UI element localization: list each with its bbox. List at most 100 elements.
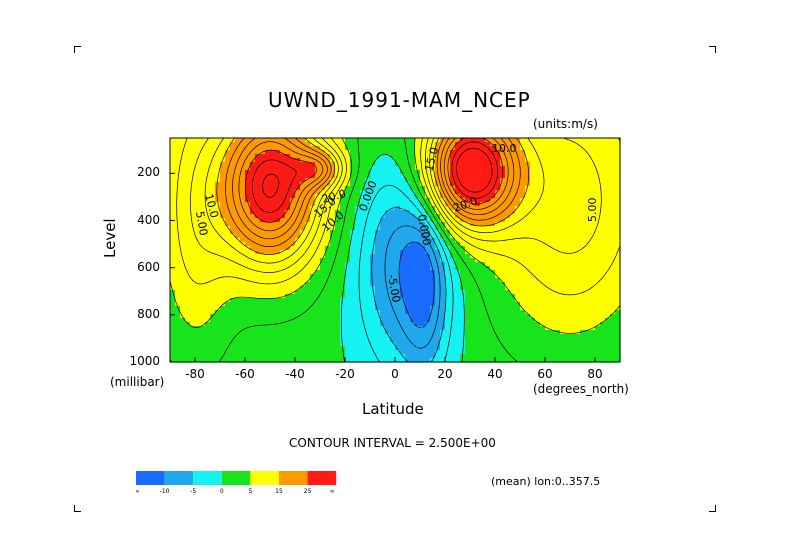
contour-cell <box>275 286 281 291</box>
contour-cell <box>560 258 566 263</box>
contour-cell <box>590 158 596 163</box>
contour-cell <box>565 202 571 207</box>
contour-cell <box>505 238 511 243</box>
contour-cell <box>335 322 341 327</box>
contour-cell <box>580 186 586 191</box>
contour-cell <box>605 214 611 219</box>
contour-cell <box>240 182 246 187</box>
contour-cell <box>270 354 276 359</box>
contour-cell <box>190 346 196 351</box>
contour-cell <box>355 198 361 203</box>
contour-cell <box>225 202 231 207</box>
contour-cell <box>295 278 301 283</box>
contour-cell <box>235 306 241 311</box>
contour-cell <box>310 350 316 355</box>
contour-cell <box>370 174 376 179</box>
contour-cell <box>465 226 471 231</box>
contour-cell <box>260 266 266 271</box>
contour-cell <box>320 290 326 295</box>
contour-cell <box>515 150 521 155</box>
contour-cell <box>430 286 436 291</box>
footnote: (mean) lon:0..357.5 <box>491 475 601 488</box>
contour-cell <box>385 334 391 339</box>
contour-cell <box>505 198 511 203</box>
contour-cell <box>320 266 326 271</box>
contour-cell <box>515 226 521 231</box>
contour-cell <box>520 342 526 347</box>
contour-cell <box>395 162 401 167</box>
contour-cell <box>535 310 541 315</box>
contour-cell <box>470 334 476 339</box>
contour-cell <box>610 234 616 239</box>
contour-cell <box>350 282 356 287</box>
contour-cell <box>240 282 246 287</box>
contour-cell <box>610 166 616 171</box>
contour-cell <box>470 186 476 191</box>
contour-cell <box>275 302 281 307</box>
contour-cell <box>305 194 311 199</box>
contour-cell <box>190 282 196 287</box>
contour-cell <box>575 226 581 231</box>
contour-cell <box>485 290 491 295</box>
contour-cell <box>245 166 251 171</box>
contour-cell <box>495 190 501 195</box>
contour-cell <box>315 286 321 291</box>
contour-cell <box>560 178 566 183</box>
contour-cell <box>325 322 331 327</box>
contour-cell <box>565 206 571 211</box>
contour-cell <box>185 274 191 279</box>
contour-cell <box>240 178 246 183</box>
contour-cell <box>295 162 301 167</box>
contour-cell <box>245 190 251 195</box>
contour-cell <box>590 214 596 219</box>
contour-cell <box>355 234 361 239</box>
contour-cell <box>220 306 226 311</box>
contour-cell <box>475 162 481 167</box>
contour-cell <box>195 142 201 147</box>
contour-cell <box>385 330 391 335</box>
contour-cell <box>275 270 281 275</box>
contour-cell <box>325 314 331 319</box>
contour-cell <box>545 358 551 363</box>
contour-cell <box>605 290 611 295</box>
contour-cell <box>590 358 596 363</box>
contour-cell <box>405 198 411 203</box>
contour-cell <box>495 278 501 283</box>
contour-cell <box>475 330 481 335</box>
contour-cell <box>485 190 491 195</box>
contour-cell <box>595 354 601 359</box>
contour-cell <box>190 242 196 247</box>
contour-cell <box>300 178 306 183</box>
contour-cell <box>425 354 431 359</box>
contour-cell <box>395 254 401 259</box>
contour-cell <box>380 330 386 335</box>
contour-cell <box>535 198 541 203</box>
contour-cell <box>255 254 261 259</box>
contour-cell <box>575 166 581 171</box>
contour-cell <box>420 346 426 351</box>
contour-cell <box>380 186 386 191</box>
contour-cell <box>185 234 191 239</box>
contour-cell <box>490 314 496 319</box>
contour-cell <box>535 354 541 359</box>
contour-cell <box>355 166 361 171</box>
contour-cell <box>490 354 496 359</box>
contour-cell <box>565 170 571 175</box>
contour-cell <box>495 254 501 259</box>
contour-cell <box>430 162 436 167</box>
contour-cell <box>465 286 471 291</box>
contour-cell <box>215 210 221 215</box>
contour-cell <box>450 142 456 147</box>
contour-cell <box>385 138 391 143</box>
contour-cell <box>265 326 271 331</box>
contour-cell <box>340 234 346 239</box>
contour-cell <box>595 318 601 323</box>
contour-cell <box>410 306 416 311</box>
contour-cell <box>595 214 601 219</box>
contour-cell <box>320 334 326 339</box>
contour-cell <box>230 310 236 315</box>
contour-cell <box>255 302 261 307</box>
contour-cell <box>245 254 251 259</box>
contour-cell <box>205 302 211 307</box>
contour-cell <box>405 262 411 267</box>
